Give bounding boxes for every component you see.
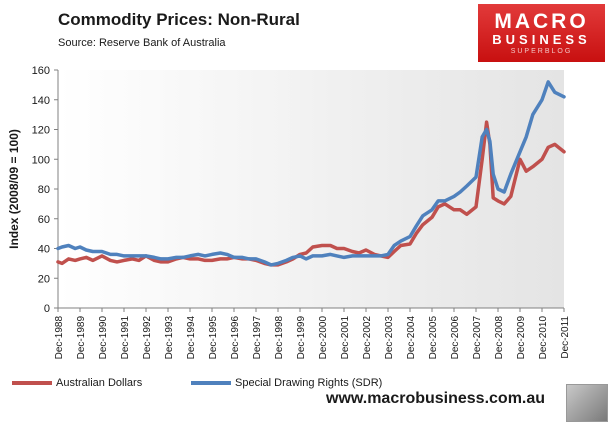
x-tick-label: Dec-1990	[98, 316, 109, 360]
x-tick-label: Dec-1997	[252, 316, 263, 360]
x-tick-label: Dec-1993	[164, 316, 175, 360]
chart-title: Commodity Prices: Non-Rural	[58, 10, 300, 29]
x-tick-label: Dec-2008	[494, 316, 505, 360]
x-tick-label: Dec-1992	[142, 316, 153, 360]
x-tick-label: Dec-2006	[450, 316, 461, 360]
y-tick-label: 60	[38, 214, 50, 226]
legend-item-sdr: Special Drawing Rights (SDR)	[191, 377, 382, 389]
x-tick-label: Dec-1996	[230, 316, 241, 360]
x-tick-label: Dec-2007	[472, 316, 483, 360]
x-tick-label: Dec-2011	[560, 316, 571, 359]
y-tick-label: 20	[38, 273, 50, 285]
plot-area	[58, 70, 564, 308]
y-tick-label: 0	[44, 303, 50, 315]
x-tick-label: Dec-2000	[318, 316, 329, 360]
logo-line-macro: MACRO	[494, 10, 589, 33]
series-line-sdr	[56, 80, 566, 267]
x-tick-label: Dec-2003	[384, 316, 395, 360]
macrobusiness-logo: MACRO BUSINESS SUPERBLOG	[478, 4, 605, 62]
series-line-aud	[56, 120, 566, 267]
logo-line-superblog: SUPERBLOG	[510, 48, 573, 55]
x-tick-label: Dec-2004	[406, 316, 417, 360]
wolf-logo-icon	[566, 384, 608, 422]
x-tick-label: Dec-1989	[76, 316, 87, 360]
x-tick-label: Dec-1995	[208, 316, 219, 360]
y-tick-label: 140	[32, 95, 50, 107]
x-tick-label: Dec-1988	[54, 316, 65, 360]
y-tick-label: 160	[32, 65, 50, 77]
x-tick-label: Dec-2005	[428, 316, 439, 360]
x-tick-label: Dec-2002	[362, 316, 373, 360]
x-tick-label: Dec-2010	[538, 316, 549, 360]
legend-swatch-aud	[12, 381, 52, 385]
x-tick-label: Dec-2009	[516, 316, 527, 360]
x-tick-label: Dec-1999	[296, 316, 307, 360]
logo-line-business: BUSINESS	[492, 32, 591, 47]
x-tick-label: Dec-1994	[186, 316, 197, 360]
legend-label-sdr: Special Drawing Rights (SDR)	[235, 377, 383, 389]
y-tick-label: 100	[32, 154, 50, 166]
x-tick-label: Dec-1991	[120, 316, 131, 360]
y-tick-label: 40	[38, 244, 50, 256]
chart-source: Source: Reserve Bank of Australia	[58, 37, 226, 49]
legend-label-aud: Australian Dollars	[56, 377, 143, 389]
y-axis-label: Index (2008/09 = 100)	[7, 129, 21, 249]
y-tick-label: 120	[32, 125, 50, 137]
legend-item-aud: Australian Dollars	[12, 377, 142, 389]
y-tick-label: 80	[38, 184, 50, 196]
legend-swatch-sdr	[191, 381, 231, 385]
x-tick-label: Dec-1998	[274, 316, 285, 360]
x-tick-label: Dec-2001	[340, 316, 351, 360]
website-url[interactable]: www.macrobusiness.com.au	[326, 390, 546, 407]
